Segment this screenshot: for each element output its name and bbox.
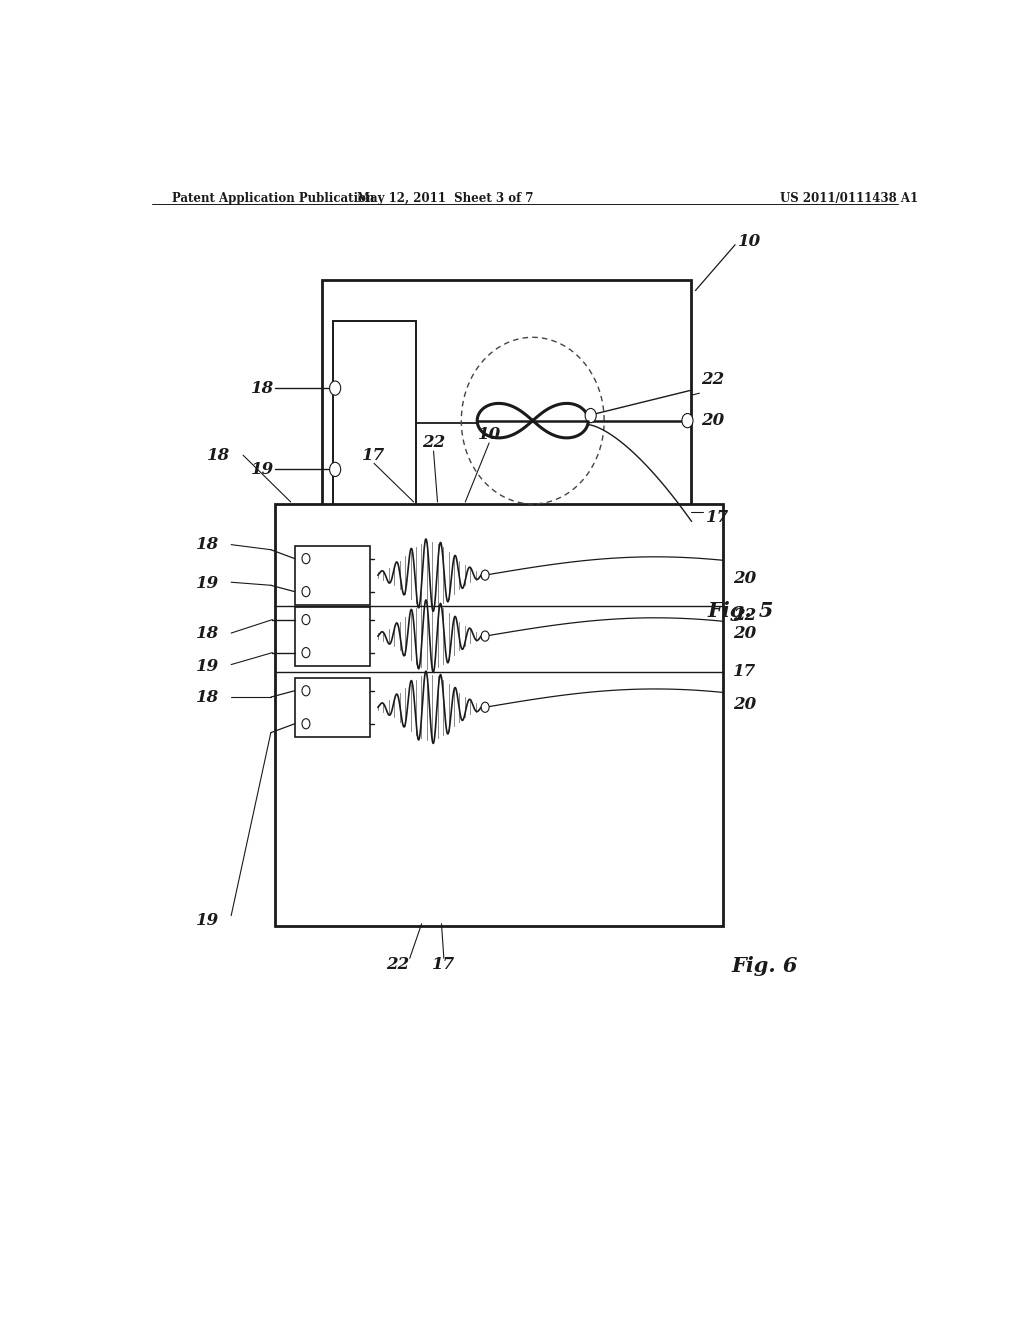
Text: 22: 22 (386, 956, 410, 973)
Circle shape (585, 408, 596, 422)
Text: 20: 20 (733, 696, 756, 713)
Text: 17: 17 (706, 508, 729, 525)
Text: 17: 17 (362, 446, 386, 463)
Circle shape (302, 718, 310, 729)
Text: May 12, 2011  Sheet 3 of 7: May 12, 2011 Sheet 3 of 7 (357, 191, 534, 205)
Text: 22: 22 (701, 371, 724, 388)
Text: US 2011/0111438 A1: US 2011/0111438 A1 (779, 191, 918, 205)
Text: 17: 17 (733, 663, 756, 680)
Text: 18: 18 (207, 446, 230, 463)
Circle shape (302, 615, 310, 624)
Bar (274, 504, 723, 925)
Text: 22: 22 (422, 434, 445, 451)
Text: 17: 17 (432, 956, 456, 973)
Text: 18: 18 (196, 624, 219, 642)
Text: Fig. 5: Fig. 5 (708, 601, 774, 620)
Text: Patent Application Publication: Patent Application Publication (172, 191, 374, 205)
Bar (333, 321, 416, 524)
Bar (295, 607, 370, 665)
Circle shape (330, 462, 341, 477)
Circle shape (481, 702, 489, 713)
Bar (323, 280, 691, 560)
Text: 10: 10 (737, 234, 761, 251)
Text: 19: 19 (196, 574, 219, 591)
Circle shape (682, 413, 693, 428)
Text: 20: 20 (733, 624, 756, 642)
Circle shape (481, 570, 489, 581)
Bar (295, 677, 370, 737)
Text: 20: 20 (701, 412, 724, 429)
Text: 18: 18 (196, 536, 219, 553)
Text: Fig. 6: Fig. 6 (731, 957, 798, 977)
Circle shape (302, 553, 310, 564)
Text: 18: 18 (196, 689, 219, 706)
Text: 10: 10 (477, 426, 501, 444)
Bar (295, 545, 370, 605)
Circle shape (302, 586, 310, 597)
Circle shape (302, 648, 310, 657)
Text: 19: 19 (196, 659, 219, 675)
Text: 22: 22 (733, 607, 756, 624)
Text: 18: 18 (251, 380, 274, 396)
Circle shape (481, 631, 489, 642)
Text: 19: 19 (196, 912, 219, 929)
Text: 19: 19 (251, 461, 274, 478)
Circle shape (302, 685, 310, 696)
Text: 20: 20 (733, 570, 756, 586)
Circle shape (330, 381, 341, 395)
